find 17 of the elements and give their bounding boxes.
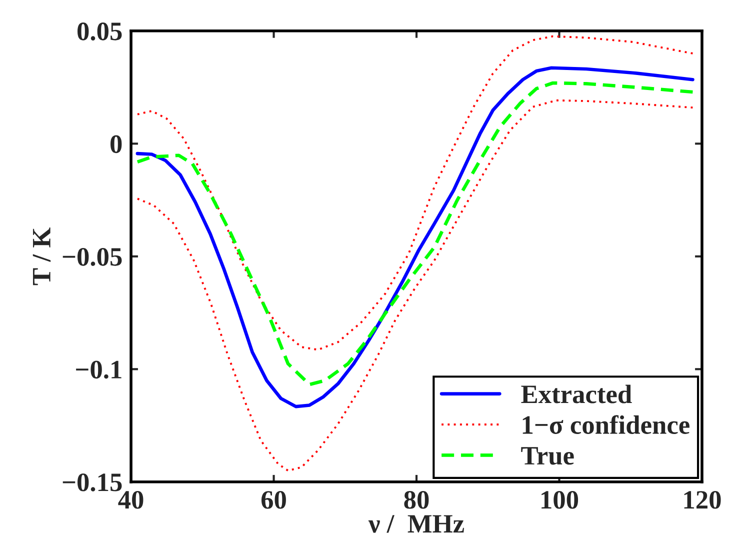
y-tick-label: −0.1 xyxy=(76,360,122,379)
legend-label: Extracted xyxy=(521,384,632,404)
x-tick-label: 40 xyxy=(118,490,144,509)
legend-label: True xyxy=(521,447,574,465)
y-tick-label: −0.15 xyxy=(62,474,122,492)
line-series xyxy=(136,35,694,351)
line-series xyxy=(136,99,694,472)
y-tick-label: −0.05 xyxy=(62,248,122,266)
y-tick-label: 0 xyxy=(110,135,122,154)
y-tick-label: 0.05 xyxy=(78,22,122,40)
x-tick-label: 100 xyxy=(542,490,578,509)
y-axis-title: T / K xyxy=(32,228,51,286)
legend-label: 1−σ confidence xyxy=(522,415,690,434)
x-axis-title: ν / MHz xyxy=(368,515,464,533)
x-tick-label: 60 xyxy=(261,490,286,509)
x-tick-label: 120 xyxy=(684,490,721,509)
x-tick-label: 80 xyxy=(404,490,429,509)
